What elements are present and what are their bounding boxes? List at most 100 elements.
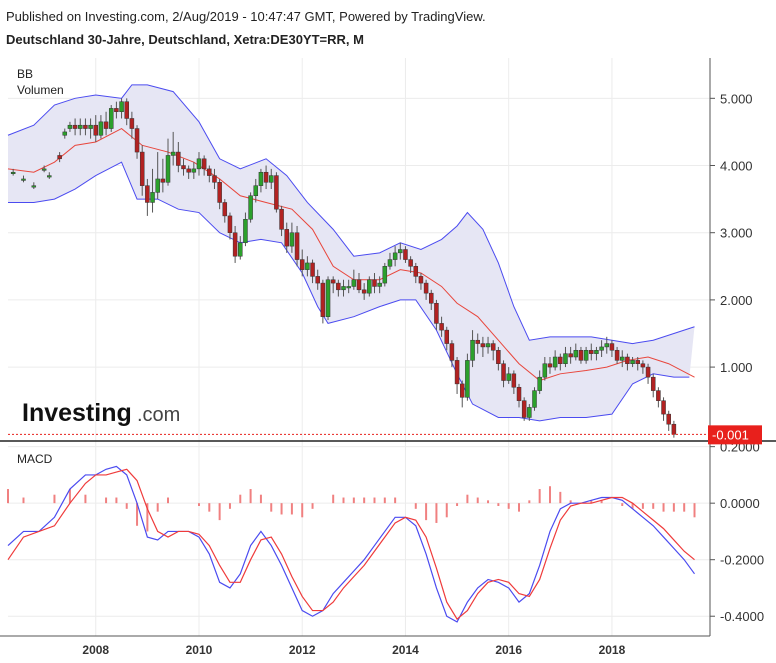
- candle-body: [532, 390, 537, 408]
- candle: [398, 242, 403, 260]
- candle: [382, 262, 388, 287]
- candle-body: [346, 286, 351, 289]
- candle-body: [139, 151, 145, 186]
- candle: [387, 252, 393, 270]
- candle: [346, 279, 351, 294]
- candle-body: [542, 363, 548, 378]
- candle-body: [403, 249, 408, 260]
- candle-body: [258, 171, 264, 186]
- y-tick-label: -0.4000: [720, 609, 764, 624]
- candle: [392, 246, 398, 267]
- candle-body: [434, 303, 439, 324]
- candle: [299, 249, 305, 277]
- bb-fill: [8, 84, 695, 421]
- candle-body: [88, 124, 93, 129]
- candle-body: [325, 279, 331, 317]
- candle-body: [614, 350, 620, 361]
- candle-body: [589, 350, 594, 354]
- candle: [93, 115, 98, 142]
- candle-body: [103, 121, 109, 129]
- candle-body: [480, 343, 486, 348]
- candle-body: [72, 124, 78, 129]
- candle: [62, 128, 68, 139]
- last-value-label: -0.001: [712, 427, 749, 442]
- candle-body: [201, 158, 207, 170]
- candle-body: [459, 383, 465, 398]
- candle-body: [222, 202, 228, 217]
- candle-body: [599, 346, 604, 351]
- candle-body: [573, 350, 579, 358]
- candle: [568, 346, 573, 364]
- candle-body: [150, 192, 155, 203]
- candle-body: [413, 266, 419, 277]
- candle: [72, 118, 78, 136]
- candle: [263, 165, 269, 190]
- candle-body: [361, 289, 367, 294]
- candle: [496, 346, 501, 371]
- y-tick-label: -0.2000: [720, 553, 764, 568]
- candle-body: [67, 124, 73, 129]
- candle-body: [315, 276, 320, 284]
- candle-body: [392, 252, 398, 260]
- candle: [139, 145, 145, 196]
- candle-body: [367, 279, 372, 294]
- candle: [279, 205, 284, 237]
- candle: [114, 101, 119, 119]
- candle: [552, 350, 558, 371]
- candle: [10, 168, 16, 176]
- candle-body: [635, 360, 640, 364]
- candle: [165, 138, 171, 186]
- candle-body: [31, 185, 37, 188]
- candle-body: [449, 343, 455, 361]
- candle-body: [57, 155, 62, 160]
- candle: [583, 346, 589, 364]
- x-tick-label: 2010: [186, 643, 213, 657]
- candle: [103, 111, 109, 136]
- bollinger-bands: [7, 84, 695, 422]
- candle-body: [470, 339, 475, 361]
- y-tick-label: 0.0000: [720, 496, 760, 511]
- investing-logo: Investing .com: [22, 399, 180, 427]
- candle-body: [41, 168, 47, 171]
- candle: [656, 387, 661, 408]
- bb-basis: [7, 127, 695, 382]
- logo-suffix: .com: [137, 404, 180, 426]
- candle-body: [594, 350, 599, 354]
- candle: [640, 360, 646, 374]
- candle-body: [284, 229, 289, 247]
- candle: [459, 380, 465, 408]
- candle: [614, 346, 620, 364]
- candle: [537, 370, 542, 394]
- candle-body: [382, 266, 388, 284]
- candle: [506, 367, 511, 384]
- candle: [361, 283, 367, 300]
- candle-body: [196, 158, 202, 170]
- candle: [423, 279, 429, 300]
- candle-body: [620, 356, 625, 361]
- candle-body: [372, 279, 377, 287]
- candle-body: [10, 171, 16, 174]
- candle-body: [310, 262, 315, 277]
- candle-body: [294, 232, 300, 260]
- x-tick-label: 2008: [82, 643, 109, 657]
- candle: [258, 168, 264, 193]
- candle: [645, 363, 651, 384]
- candle: [635, 357, 640, 371]
- candle: [609, 340, 615, 358]
- candle-body: [444, 329, 449, 344]
- candle: [170, 131, 176, 166]
- candle-body: [429, 292, 434, 304]
- candle: [201, 155, 207, 176]
- candle-body: [439, 323, 444, 331]
- bb-lower-band: [8, 161, 690, 422]
- macd-lines: [7, 465, 695, 623]
- candle-body: [465, 360, 470, 398]
- candle-body: [227, 215, 233, 233]
- x-tick-label: 2018: [599, 643, 626, 657]
- candle: [196, 152, 202, 176]
- candle-body: [485, 343, 491, 348]
- candle-body: [212, 175, 217, 183]
- candle-body: [552, 356, 558, 368]
- candle: [305, 256, 310, 277]
- candle: [248, 192, 253, 223]
